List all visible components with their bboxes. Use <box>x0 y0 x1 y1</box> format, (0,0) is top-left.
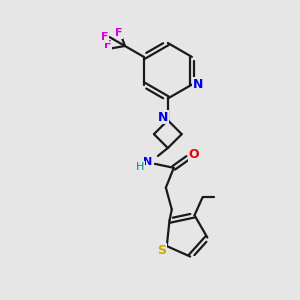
Text: O: O <box>188 148 199 161</box>
Text: S: S <box>157 244 166 256</box>
Text: N: N <box>193 78 203 91</box>
Text: F: F <box>115 28 123 38</box>
Text: F: F <box>103 40 111 50</box>
Text: H: H <box>136 162 144 172</box>
Text: N: N <box>158 111 168 124</box>
Text: F: F <box>101 32 108 42</box>
Text: N: N <box>143 157 153 167</box>
